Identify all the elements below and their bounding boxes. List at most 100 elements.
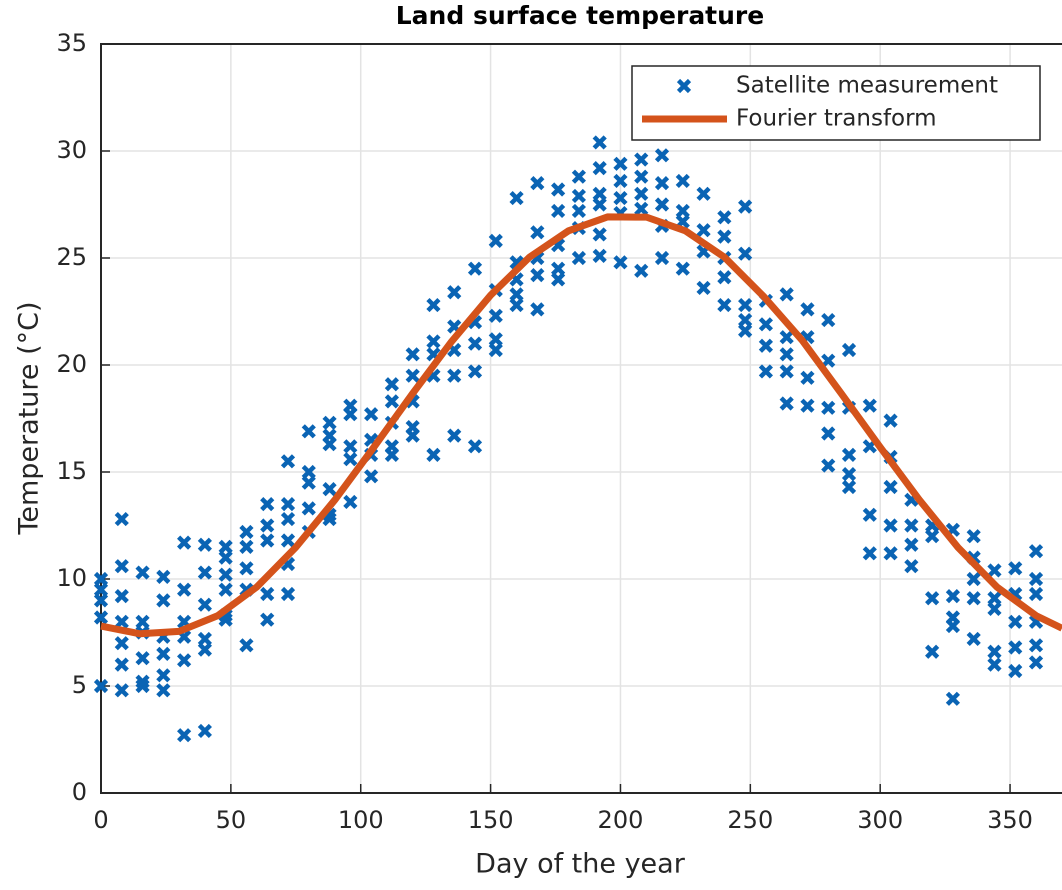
scatter-point [821, 312, 836, 328]
scatter-point [364, 407, 379, 422]
x-axis-label: Day of the year [475, 849, 686, 880]
scatter-point [571, 250, 586, 266]
x-tick-label: 0 [93, 806, 108, 834]
scatter-point [696, 186, 711, 201]
legend: Satellite measurement Fourier transform [631, 65, 1041, 141]
scatter-point [156, 593, 171, 608]
plot-area [101, 44, 1062, 793]
scatter-point [592, 161, 607, 176]
scatter-point [322, 437, 337, 452]
scatter-point [779, 330, 794, 345]
scatter-point [925, 529, 940, 544]
scatter-point [717, 270, 732, 285]
scatter-point [966, 571, 981, 587]
scatter-point [675, 261, 690, 276]
scatter-point [260, 533, 275, 548]
scatter-point [467, 336, 483, 351]
scatter-point [301, 475, 316, 490]
scatter-point [156, 569, 171, 584]
scatter-point [758, 317, 773, 332]
scatter-point [966, 591, 981, 606]
scatter-point [405, 368, 420, 383]
scatter-point [1028, 544, 1044, 559]
plot-frame [100, 43, 1062, 794]
scatter-point [904, 559, 919, 574]
x-tick-label: 350 [987, 806, 1033, 834]
scatter-point [862, 398, 877, 413]
scatter-point [488, 342, 503, 358]
scatter-point [717, 297, 732, 313]
scatter-point [114, 614, 129, 629]
x-tick-label: 200 [598, 806, 644, 834]
scatter-point [384, 377, 399, 392]
scatter-point [197, 537, 212, 552]
scatter-point [1008, 561, 1023, 576]
scatter-point [467, 364, 483, 379]
scatter-point [239, 561, 254, 576]
y-tick-label: 5 [72, 671, 87, 699]
scatter-point [841, 479, 857, 495]
scatter-point [551, 182, 566, 197]
scatter-point [364, 469, 379, 484]
scatter-point [301, 464, 316, 480]
scatter-point [675, 173, 690, 189]
scatter-point [634, 263, 649, 278]
scatter-point [93, 582, 109, 597]
scatter-point [426, 334, 441, 349]
scatter-point [1028, 571, 1044, 587]
scatter-point [800, 398, 815, 413]
fit-line [100, 213, 1062, 638]
scatter-point [654, 250, 670, 266]
scatter-point [177, 728, 192, 743]
scatter-point [260, 586, 275, 602]
scatter-point [156, 646, 171, 661]
scatter-point [696, 223, 711, 238]
scatter-point [530, 176, 545, 191]
scatter-point [779, 347, 794, 362]
scatter-point [883, 546, 898, 561]
scatter-point [280, 586, 296, 602]
scatter-point [509, 287, 524, 302]
scatter-point [779, 396, 794, 411]
scatter-point [530, 302, 545, 317]
scatter-point [987, 644, 1002, 659]
scatter-point [966, 529, 981, 544]
y-axis-label: Temperature (°C) [14, 301, 45, 535]
scatter-point [758, 338, 773, 353]
scatter-point [987, 601, 1002, 617]
x-tick-label: 300 [857, 806, 903, 834]
scatter-point [239, 638, 254, 653]
scatter-point [135, 614, 150, 629]
scatter-point [738, 199, 753, 214]
scatter-point [177, 582, 192, 597]
scatter-point [1028, 586, 1044, 602]
y-tick-label: 10 [56, 564, 87, 592]
scatter-point [530, 225, 545, 240]
scatter-point [405, 428, 420, 443]
scatter-point [613, 156, 628, 171]
scatter-point [447, 368, 462, 383]
scatter-point [1028, 638, 1044, 653]
scatter-point [654, 148, 670, 163]
y-tick-label: 30 [56, 136, 87, 164]
scatter-point [447, 428, 462, 443]
scatter-point [530, 268, 545, 283]
scatter-point [322, 482, 337, 497]
scatter-point [634, 152, 649, 167]
scatter-point [841, 467, 857, 482]
scatter-point [280, 511, 296, 527]
scatter-point [634, 186, 649, 201]
scatter-point [467, 261, 483, 276]
x-tick-label: 150 [468, 806, 514, 834]
scatter-point [509, 297, 524, 313]
scatter-point [426, 297, 441, 313]
scatter-point [551, 261, 566, 276]
scatter-point [634, 201, 649, 216]
scatter-point [654, 176, 670, 191]
scatter-point [260, 518, 275, 533]
scatter-point [1008, 614, 1023, 629]
scatter-point [925, 591, 940, 606]
scatter-point [135, 565, 150, 580]
scatter-point [114, 511, 129, 527]
